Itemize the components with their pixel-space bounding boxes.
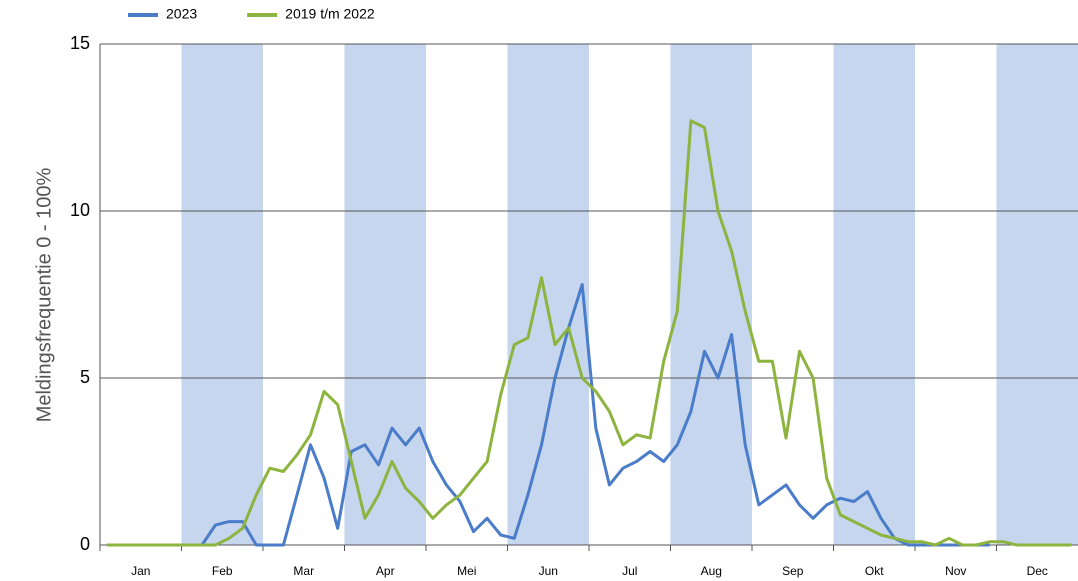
y-tick-label: 15	[70, 33, 90, 53]
series-line	[106, 283, 990, 547]
x-tick-label: Apr	[376, 564, 395, 578]
month-band	[344, 44, 426, 545]
legend-label: 2019 t/m 2022	[285, 6, 375, 22]
x-tick-label: Okt	[865, 564, 884, 578]
series-line	[106, 119, 1072, 547]
y-axis-label: Meldingsfrequentie 0 - 100%	[33, 167, 55, 422]
month-band	[670, 44, 752, 545]
x-tick-label: Jul	[622, 564, 637, 578]
x-tick-label: Mar	[293, 564, 314, 578]
y-tick-label: 5	[80, 367, 90, 387]
legend-label: 2023	[166, 6, 197, 22]
x-tick-label: Sep	[782, 564, 804, 578]
y-tick-label: 0	[80, 534, 90, 554]
x-tick-label: Jan	[131, 564, 150, 578]
x-tick-label: Dec	[1027, 564, 1048, 578]
month-band	[181, 44, 263, 545]
x-tick-label: Aug	[701, 564, 722, 578]
x-tick-label: Feb	[212, 564, 233, 578]
x-tick-label: Nov	[945, 564, 966, 578]
x-tick-label: Jun	[539, 564, 558, 578]
month-band	[507, 44, 589, 545]
month-band	[833, 44, 915, 545]
x-tick-label: Mei	[457, 564, 476, 578]
month-band	[996, 44, 1078, 545]
y-tick-label: 10	[70, 200, 90, 220]
